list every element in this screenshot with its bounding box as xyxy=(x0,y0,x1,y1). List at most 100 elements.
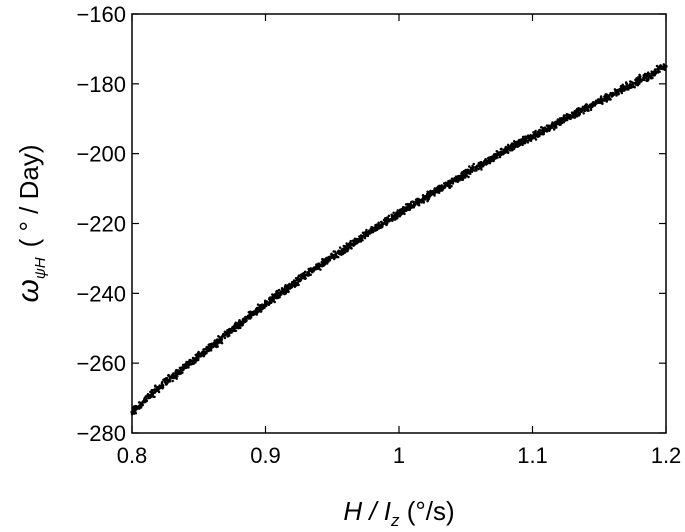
data-point xyxy=(481,162,484,165)
data-point xyxy=(161,386,165,389)
data-point xyxy=(340,253,343,256)
data-point xyxy=(421,199,425,203)
data-point xyxy=(295,281,298,284)
data-point xyxy=(358,235,361,238)
data-point xyxy=(284,292,287,295)
data-point xyxy=(278,291,281,295)
data-point xyxy=(498,155,502,159)
data-point xyxy=(140,401,144,404)
data-point xyxy=(491,155,495,158)
data-point xyxy=(416,197,419,201)
y-axis-title-sub: ψH xyxy=(32,257,49,279)
data-point xyxy=(617,92,620,96)
data-point xyxy=(175,375,178,379)
data-point xyxy=(233,324,236,328)
data-point xyxy=(143,400,147,403)
data-point xyxy=(271,299,274,302)
y-axis-title: ωψH ( ° / Day) xyxy=(12,145,49,303)
data-point xyxy=(143,396,147,400)
data-point xyxy=(353,243,356,246)
data-point xyxy=(268,302,271,305)
data-point xyxy=(470,170,474,174)
data-point xyxy=(137,401,141,404)
data-point xyxy=(377,223,380,227)
data-point xyxy=(350,242,354,246)
data-point xyxy=(595,99,598,103)
data-point xyxy=(585,103,588,106)
data-point xyxy=(521,135,525,139)
data-point xyxy=(213,339,217,342)
data-point xyxy=(209,347,212,351)
data-point xyxy=(347,244,351,248)
axis-ticks: 0.8 0.9 1 1.1 1.2 −160 −180 −200 −220 −240 −260 −28… xyxy=(76,2,681,468)
data-point xyxy=(171,379,174,383)
data-point xyxy=(453,178,456,181)
data-point xyxy=(573,115,576,119)
data-point xyxy=(557,120,561,124)
data-point xyxy=(297,274,301,277)
data-point xyxy=(154,388,157,392)
data-point xyxy=(327,256,331,259)
data-point xyxy=(224,332,227,335)
data-point xyxy=(538,128,541,132)
data-point xyxy=(366,234,370,238)
data-point xyxy=(477,164,481,168)
data-point xyxy=(133,407,136,410)
data-point xyxy=(504,148,508,152)
data-point xyxy=(605,96,609,99)
data-point xyxy=(619,84,623,88)
data-point xyxy=(252,313,255,317)
data-point xyxy=(207,343,210,346)
data-point xyxy=(534,130,537,133)
data-point xyxy=(187,366,190,369)
data-point xyxy=(189,363,193,366)
data-point xyxy=(282,291,285,294)
data-point xyxy=(296,277,300,281)
data-point xyxy=(486,160,489,164)
data-point xyxy=(317,263,321,267)
data-point xyxy=(599,96,603,100)
data-point xyxy=(133,410,137,414)
data-point xyxy=(607,94,610,97)
data-point xyxy=(458,177,461,180)
data-point xyxy=(338,246,342,249)
data-point xyxy=(299,273,303,277)
data-point xyxy=(548,128,551,132)
data-point xyxy=(465,174,469,178)
data-point xyxy=(404,209,408,213)
data-point xyxy=(303,270,307,274)
data-point xyxy=(269,296,272,299)
data-point xyxy=(226,330,229,333)
x-tick-label: 1 xyxy=(393,443,405,468)
data-point xyxy=(484,157,487,161)
data-point xyxy=(357,240,360,244)
data-point xyxy=(355,237,358,241)
data-point xyxy=(399,208,402,212)
data-point xyxy=(489,156,493,160)
data-point xyxy=(319,268,322,271)
data-point xyxy=(324,259,327,262)
data-point xyxy=(193,357,197,360)
data-point xyxy=(198,352,202,356)
data-point xyxy=(383,217,387,220)
data-point xyxy=(621,84,625,87)
data-point xyxy=(578,111,582,115)
data-point xyxy=(338,252,341,256)
data-point xyxy=(130,410,134,414)
data-point xyxy=(471,164,474,168)
data-point xyxy=(237,323,241,327)
data-point xyxy=(190,359,194,362)
data-point xyxy=(247,317,250,320)
data-point xyxy=(624,81,628,84)
data-point xyxy=(537,130,540,134)
data-point xyxy=(434,191,437,194)
data-point xyxy=(589,108,593,112)
data-point xyxy=(533,132,537,135)
data-point xyxy=(394,218,397,221)
data-point xyxy=(623,89,626,92)
data-point xyxy=(293,284,297,288)
y-tick-label: −200 xyxy=(76,142,126,167)
data-point xyxy=(482,160,486,163)
data-point xyxy=(615,90,618,94)
